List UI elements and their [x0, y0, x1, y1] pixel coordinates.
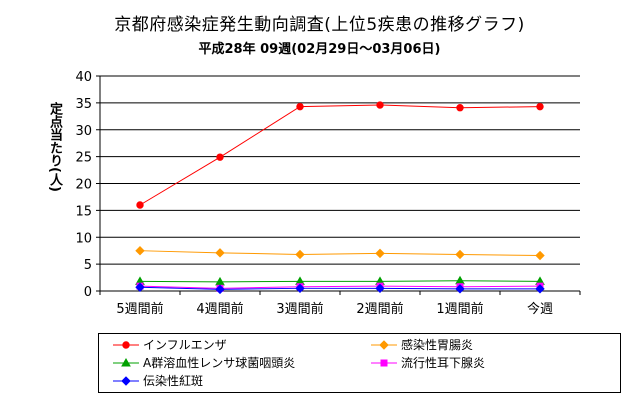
y-tick-label: 10	[75, 231, 92, 246]
legend-swatch	[371, 340, 397, 350]
data-point	[375, 248, 385, 259]
y-tick-label: 20	[75, 178, 92, 193]
data-point	[536, 102, 544, 111]
y-tick-label: 15	[75, 204, 92, 219]
data-point	[455, 275, 465, 285]
legend-swatch	[113, 376, 139, 386]
legend-swatch	[113, 341, 139, 349]
legend-marker	[122, 341, 130, 349]
series-line	[139, 250, 541, 257]
series-line	[139, 104, 541, 206]
data-point	[296, 102, 304, 111]
data-point	[216, 153, 224, 161]
y-axis-label: 定点当たり(人)	[47, 102, 62, 192]
line-chart: 0 5 10 15 20 25 30 35 40 5週間前 4週間前 3週間前 2週間前 1週間前 今週	[75, 70, 581, 317]
x-tick-label: 1週間前	[436, 301, 483, 317]
x-tick-label: 5週間前	[116, 301, 163, 317]
legend-marker	[121, 376, 131, 386]
legend-label: インフルエンザ	[143, 338, 227, 352]
data-point	[456, 104, 464, 112]
chart-legend: インフルエンザ 感染性胃腸炎 A群溶血性レンサ球菌咽頭炎 流行性耳下腺炎伝染性紅斑	[98, 333, 621, 393]
data-point	[215, 248, 225, 258]
chart-subtitle: 平成28年 09週(02月29日～03月06日)	[198, 42, 441, 57]
legend-swatch	[113, 357, 139, 367]
x-tick-label: 4週間前	[196, 301, 243, 317]
legend-marker	[121, 357, 131, 367]
data-point	[135, 245, 145, 256]
legend-label: 感染性胃腸炎	[401, 338, 474, 352]
data-point	[535, 250, 545, 261]
y-tick-label: 25	[75, 151, 92, 166]
legend-marker	[379, 340, 389, 350]
legend-marker	[380, 359, 388, 367]
legend-label: A群溶血性レンサ球菌咽頭炎	[143, 356, 296, 370]
series-line	[139, 285, 541, 289]
y-tick-label: 0	[84, 285, 92, 300]
chart-title: 京都府感染症発生動向調査(上位5疾患の推移グラフ)	[114, 15, 525, 35]
legend-label: 流行性耳下腺炎	[401, 356, 486, 370]
series-line	[139, 280, 541, 283]
x-tick-label: 今週	[527, 301, 553, 317]
data-point	[215, 284, 225, 295]
data-point	[295, 283, 305, 294]
data-point	[455, 284, 465, 294]
y-tick-label: 35	[75, 97, 92, 112]
x-tick-label: 2週間前	[356, 301, 403, 317]
legend-swatch	[371, 359, 397, 367]
data-point	[295, 249, 305, 260]
data-point	[535, 284, 545, 294]
legend-label: 伝染性紅斑	[143, 374, 204, 388]
series-line	[139, 286, 540, 290]
data-point	[455, 249, 465, 260]
x-tick-label: 3週間前	[276, 301, 323, 317]
y-tick-label: 30	[75, 124, 92, 139]
data-point	[136, 201, 144, 209]
data-point	[375, 283, 385, 294]
y-tick-label: 5	[84, 258, 92, 273]
data-point	[135, 282, 145, 292]
data-point	[376, 101, 384, 109]
y-tick-label: 40	[75, 70, 92, 85]
